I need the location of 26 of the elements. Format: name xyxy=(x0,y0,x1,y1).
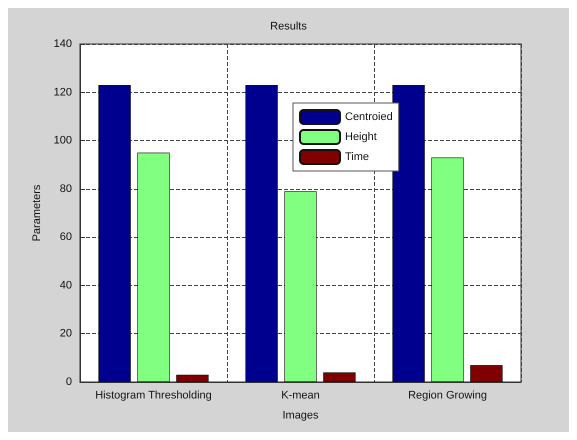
y-tick-label: 40 xyxy=(60,279,72,292)
x-tick-label: K-mean xyxy=(281,390,320,402)
x-axis-title: Images xyxy=(282,410,320,422)
legend-label: Time xyxy=(345,151,370,163)
y-axis-title: Parameters xyxy=(31,184,44,242)
x-tick-label: Histogram Thresholding xyxy=(95,390,212,402)
bar xyxy=(392,85,425,382)
y-tick-label: 100 xyxy=(54,134,72,147)
chart-title: Results xyxy=(270,20,308,32)
bar xyxy=(137,152,170,382)
y-tick-label: 80 xyxy=(60,182,72,195)
y-tick-label: 0 xyxy=(66,376,72,388)
legend-label: Height xyxy=(345,131,377,143)
x-tick-label: Region Growing xyxy=(408,390,487,402)
bar xyxy=(98,85,131,382)
bar xyxy=(323,372,356,382)
y-tick-label: 120 xyxy=(54,86,72,98)
bar xyxy=(176,374,209,382)
y-tick-label: 60 xyxy=(60,231,72,244)
legend-label: Centroied xyxy=(345,111,393,123)
bar xyxy=(245,85,278,382)
bar xyxy=(284,191,317,382)
bar xyxy=(431,157,464,382)
bar xyxy=(470,365,503,382)
y-tick-label: 140 xyxy=(54,38,72,50)
y-tick-label: 20 xyxy=(60,328,72,340)
